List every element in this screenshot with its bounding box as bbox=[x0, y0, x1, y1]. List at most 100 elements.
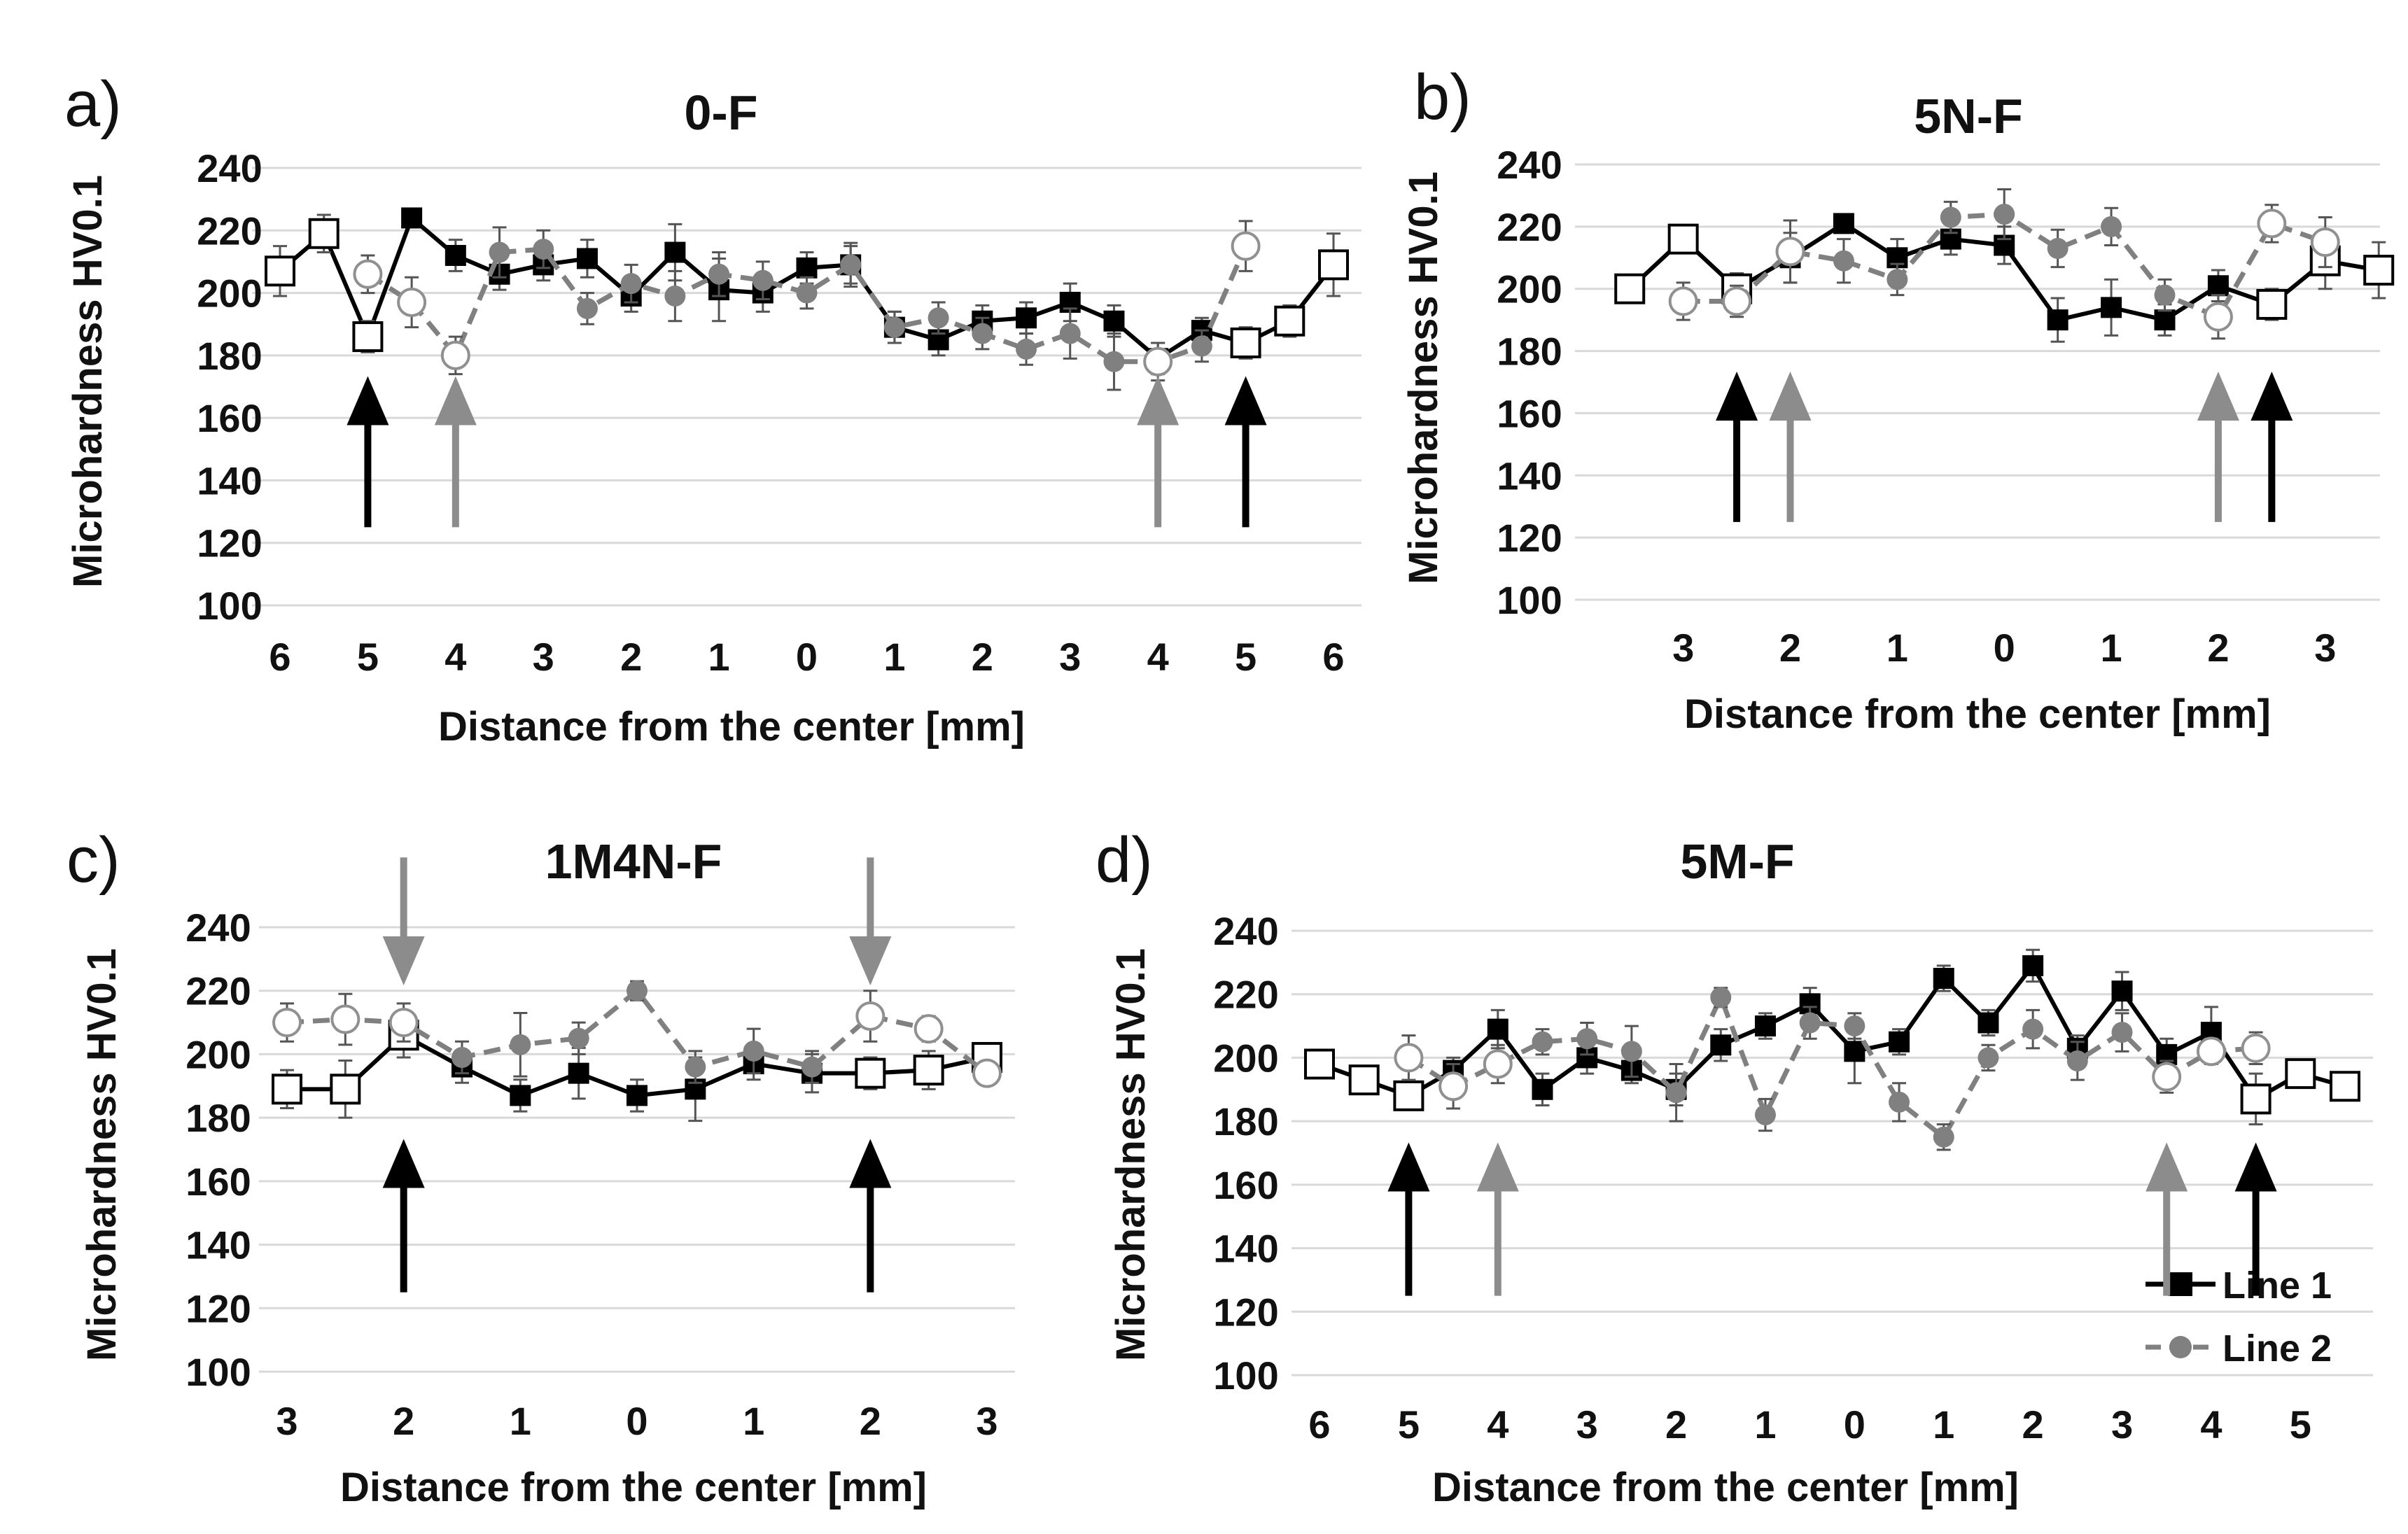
data-point bbox=[685, 1056, 706, 1078]
x-tick-label: 1 bbox=[1933, 1402, 1954, 1447]
panel-letter: d) bbox=[1096, 824, 1153, 896]
data-point bbox=[2152, 1062, 2182, 1092]
y-tick-label: 160 bbox=[1213, 1163, 1278, 1207]
data-point bbox=[2310, 227, 2340, 258]
data-point bbox=[1230, 328, 1261, 358]
y-tick-label: 120 bbox=[1213, 1290, 1278, 1334]
data-point bbox=[2101, 297, 2122, 318]
data-point bbox=[796, 257, 818, 279]
data-point bbox=[272, 1008, 302, 1038]
data-point bbox=[2241, 1033, 2271, 1063]
gray-arrow-up bbox=[1769, 372, 1812, 522]
data-point bbox=[626, 1085, 648, 1106]
data-point bbox=[1231, 231, 1261, 261]
data-point bbox=[840, 254, 862, 276]
data-point bbox=[2022, 955, 2044, 976]
chart-title: 5N-F bbox=[1914, 89, 2023, 143]
x-tick-label: 6 bbox=[269, 635, 290, 679]
y-tick-label: 180 bbox=[1497, 330, 1562, 374]
data-point bbox=[2047, 309, 2068, 331]
legend: Line 1 Line 2 bbox=[2146, 1265, 2332, 1370]
arrow-head bbox=[382, 1139, 425, 1188]
y-axis-label: Microhardness HV0.1 bbox=[79, 948, 125, 1361]
data-point bbox=[927, 307, 949, 329]
data-point bbox=[440, 340, 470, 370]
x-tick-label: 3 bbox=[976, 1399, 997, 1443]
data-point bbox=[568, 1027, 589, 1049]
y-tick-label: 220 bbox=[1497, 205, 1562, 249]
gray-arrow-up bbox=[1137, 376, 1180, 528]
x-axis-label: Distance from the center [mm] bbox=[340, 1465, 927, 1510]
y-axis-label: Microhardness HV0.1 bbox=[65, 175, 111, 588]
arrow-head bbox=[849, 936, 892, 986]
arrow-head bbox=[2250, 372, 2293, 421]
data-point bbox=[1304, 1048, 1335, 1080]
data-point bbox=[2203, 302, 2233, 332]
chart-title: 0-F bbox=[685, 85, 758, 140]
data-point bbox=[397, 287, 427, 317]
arrow-head bbox=[434, 376, 477, 425]
data-point bbox=[1775, 237, 1805, 267]
gray-arrow-up bbox=[1476, 1142, 1519, 1296]
data-point bbox=[1933, 1126, 1954, 1148]
y-tick-label: 100 bbox=[197, 584, 262, 628]
x-tick-label: 0 bbox=[1994, 626, 2015, 670]
legend-line-1-marker bbox=[2169, 1272, 2192, 1296]
legend-label-line-1: Line 1 bbox=[2222, 1265, 2332, 1307]
data-point bbox=[2240, 1083, 2272, 1115]
data-point bbox=[620, 273, 642, 295]
data-point bbox=[1103, 351, 1125, 372]
data-point bbox=[352, 321, 384, 353]
data-point bbox=[1977, 1047, 1999, 1069]
x-tick-label: 3 bbox=[1672, 626, 1694, 670]
y-tick-label: 240 bbox=[197, 146, 262, 190]
x-tick-label: 2 bbox=[1779, 626, 1801, 670]
arrow-head bbox=[1769, 372, 1812, 421]
data-point bbox=[2256, 288, 2288, 320]
chart-title: 5M-F bbox=[1680, 834, 1794, 889]
y-tick-label: 220 bbox=[1213, 973, 1278, 1017]
gray-arrow-up bbox=[2197, 372, 2239, 522]
black-arrow-up bbox=[382, 1139, 425, 1293]
series-2 bbox=[353, 220, 1261, 391]
black-arrow-up bbox=[2250, 372, 2293, 522]
x-tick-label: 4 bbox=[1147, 635, 1169, 679]
y-axis-label: Microhardness HV0.1 bbox=[1401, 171, 1446, 584]
data-point bbox=[2363, 255, 2395, 286]
y-axis-label: Microhardness HV0.1 bbox=[1108, 948, 1154, 1361]
data-point bbox=[330, 1074, 361, 1105]
x-tick-label: 1 bbox=[1754, 1402, 1776, 1447]
data-point bbox=[1532, 1031, 1553, 1053]
series-2 bbox=[272, 980, 1002, 1088]
data-point bbox=[1668, 286, 1698, 316]
x-tick-label: 5 bbox=[1235, 635, 1256, 679]
panel-d: d) 5M-F Distance from the center [mm] Mi… bbox=[1096, 824, 2373, 1510]
data-point bbox=[272, 1074, 302, 1105]
data-point bbox=[1274, 305, 1306, 337]
data-point bbox=[510, 1085, 531, 1106]
x-tick-label: 1 bbox=[510, 1399, 531, 1443]
x-tick-label: 1 bbox=[708, 635, 730, 679]
x-axis-label: Distance from the center [mm] bbox=[1684, 691, 2271, 737]
data-point bbox=[1016, 307, 1037, 329]
series-2 bbox=[1668, 188, 2340, 340]
series-line bbox=[1407, 994, 2256, 1140]
x-tick-label: 0 bbox=[1844, 1402, 1865, 1447]
black-arrow-up bbox=[1224, 376, 1267, 528]
arrow-head bbox=[1476, 1142, 1519, 1192]
arrow-head bbox=[2234, 1142, 2277, 1192]
legend-label-line-2: Line 2 bbox=[2222, 1328, 2332, 1370]
data-point bbox=[1889, 1091, 1910, 1113]
y-tick-label: 160 bbox=[197, 396, 262, 440]
data-point bbox=[489, 241, 510, 263]
data-point bbox=[1016, 338, 1037, 360]
y-tick-label: 140 bbox=[1213, 1227, 1278, 1271]
data-point bbox=[708, 263, 730, 285]
data-point bbox=[1722, 286, 1752, 316]
x-tick-label: 5 bbox=[2290, 1402, 2311, 1447]
data-point bbox=[1833, 213, 1854, 234]
data-point bbox=[1799, 1012, 1821, 1034]
data-point bbox=[752, 269, 774, 291]
x-tick-label: 1 bbox=[2100, 626, 2122, 670]
data-point bbox=[2111, 1022, 2133, 1043]
